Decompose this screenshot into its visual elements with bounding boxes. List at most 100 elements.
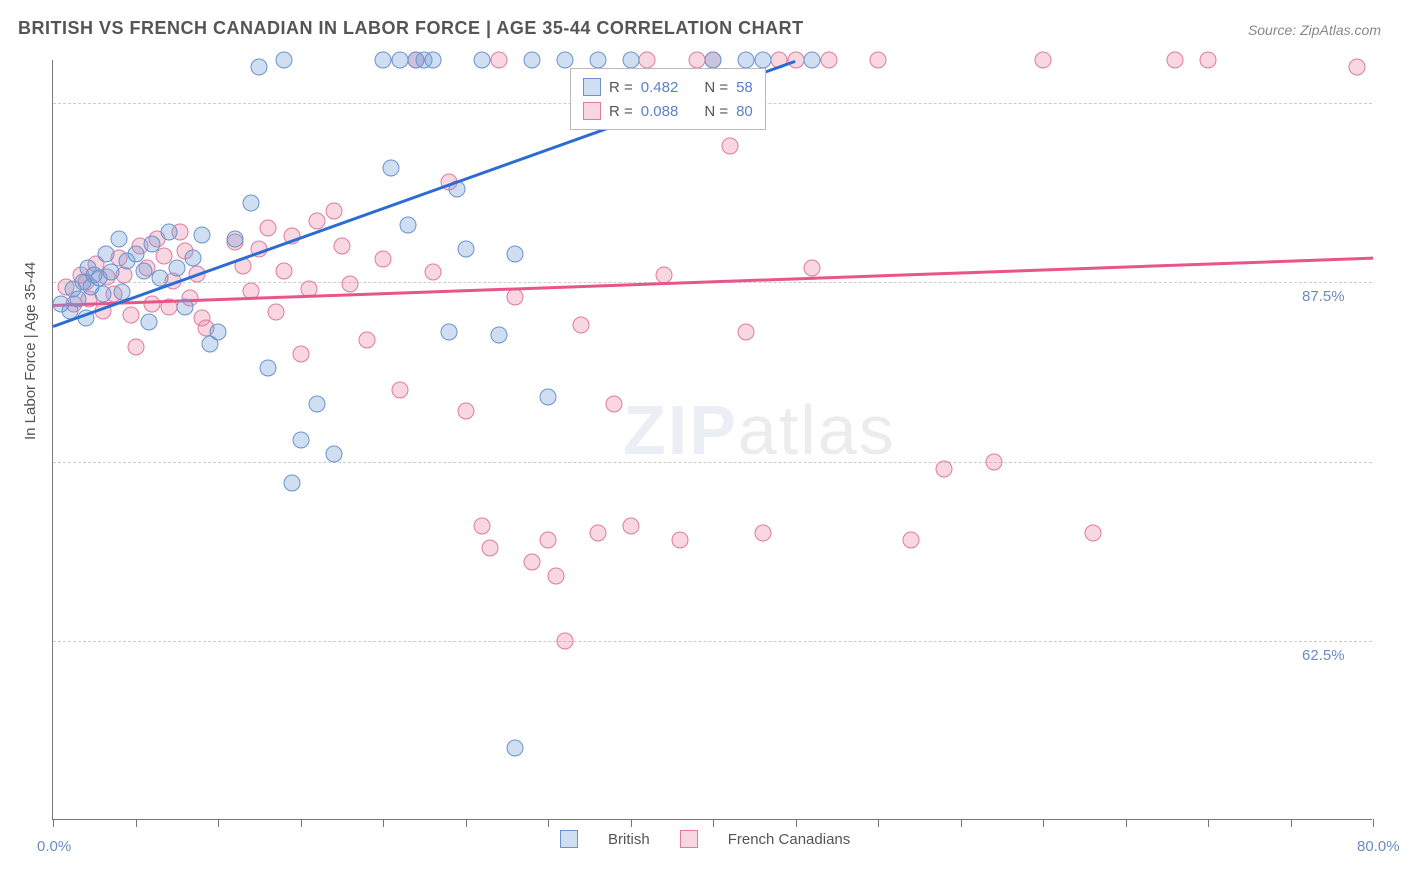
x-tick [796,819,797,827]
n-label-british: N = [704,79,728,96]
data-point-french [523,553,540,570]
y-tick-label: 62.5% [1302,647,1345,664]
data-point-british [391,52,408,69]
x-tick [383,819,384,827]
data-point-british [325,446,342,463]
x-tick [1043,819,1044,827]
watermark-light: atlas [738,391,896,469]
data-point-french [820,52,837,69]
data-point-french [639,52,656,69]
x-tick-label: 80.0% [1357,838,1400,855]
data-point-british [375,52,392,69]
x-tick [1208,819,1209,827]
data-point-french [622,518,639,535]
x-tick [1373,819,1374,827]
source-attribution: Source: ZipAtlas.com [1248,22,1381,38]
data-point-british [193,226,210,243]
data-point-french [903,532,920,549]
data-point-french [721,138,738,155]
x-tick [548,819,549,827]
data-point-french [122,307,139,324]
data-point-british [243,195,260,212]
data-point-british [556,52,573,69]
swatch-french [583,102,601,120]
data-point-french [606,396,623,413]
data-point-british [507,740,524,757]
n-label-french: N = [704,103,728,120]
x-tick [1291,819,1292,827]
data-point-french [738,324,755,341]
x-tick [218,819,219,827]
legend-label-french: French Canadians [728,831,851,848]
data-point-british [210,324,227,341]
data-point-french [870,52,887,69]
data-point-british [738,52,755,69]
x-tick [878,819,879,827]
data-point-french [985,453,1002,470]
data-point-british [424,52,441,69]
data-point-french [507,288,524,305]
data-point-french [672,532,689,549]
data-point-french [548,568,565,585]
watermark-bold: ZIP [623,391,738,469]
x-tick [631,819,632,827]
x-tick [53,819,54,827]
data-point-french [474,518,491,535]
data-point-french [1348,59,1365,76]
data-point-british [523,52,540,69]
data-point-british [94,285,111,302]
swatch-british [583,78,601,96]
data-point-british [177,298,194,315]
data-point-british [160,224,177,241]
data-point-british [226,231,243,248]
r-label-british: R = [609,79,633,96]
watermark: ZIPatlas [623,390,896,470]
data-point-french [482,539,499,556]
r-value-french: 0.088 [641,103,679,120]
data-point-french [688,52,705,69]
data-point-british [185,249,202,266]
chart-title: BRITISH VS FRENCH CANADIAN IN LABOR FORC… [18,18,804,39]
legend-label-british: British [608,831,650,848]
data-point-british [97,245,114,262]
data-point-french [424,264,441,281]
gridline-h [53,462,1372,463]
stats-row-british: R = 0.482 N = 58 [583,75,753,99]
data-point-french [804,259,821,276]
data-point-french [342,275,359,292]
data-point-french [267,304,284,321]
data-point-british [69,291,86,308]
data-point-british [383,159,400,176]
x-tick [136,819,137,827]
data-point-british [127,245,144,262]
data-point-british [309,396,326,413]
x-tick-label: 0.0% [37,838,71,855]
data-point-british [102,264,119,281]
data-point-french [457,403,474,420]
r-label-french: R = [609,103,633,120]
data-point-french [1167,52,1184,69]
data-point-french [573,317,590,334]
data-point-british [135,262,152,279]
data-point-british [507,245,524,262]
data-point-french [754,525,771,542]
data-point-british [457,241,474,258]
data-point-british [441,324,458,341]
gridline-h [53,641,1372,642]
data-point-british [804,52,821,69]
x-tick [301,819,302,827]
data-point-french [259,219,276,236]
swatch-french-bottom [680,830,698,848]
data-point-british [140,314,157,331]
data-point-french [556,632,573,649]
data-point-british [399,216,416,233]
y-tick-label: 87.5% [1302,288,1345,305]
data-point-british [589,52,606,69]
data-point-french [589,525,606,542]
n-value-british: 58 [736,79,753,96]
data-point-british [540,388,557,405]
data-point-french [309,212,326,229]
data-point-british [284,475,301,492]
n-value-french: 80 [736,103,753,120]
data-point-british [251,59,268,76]
